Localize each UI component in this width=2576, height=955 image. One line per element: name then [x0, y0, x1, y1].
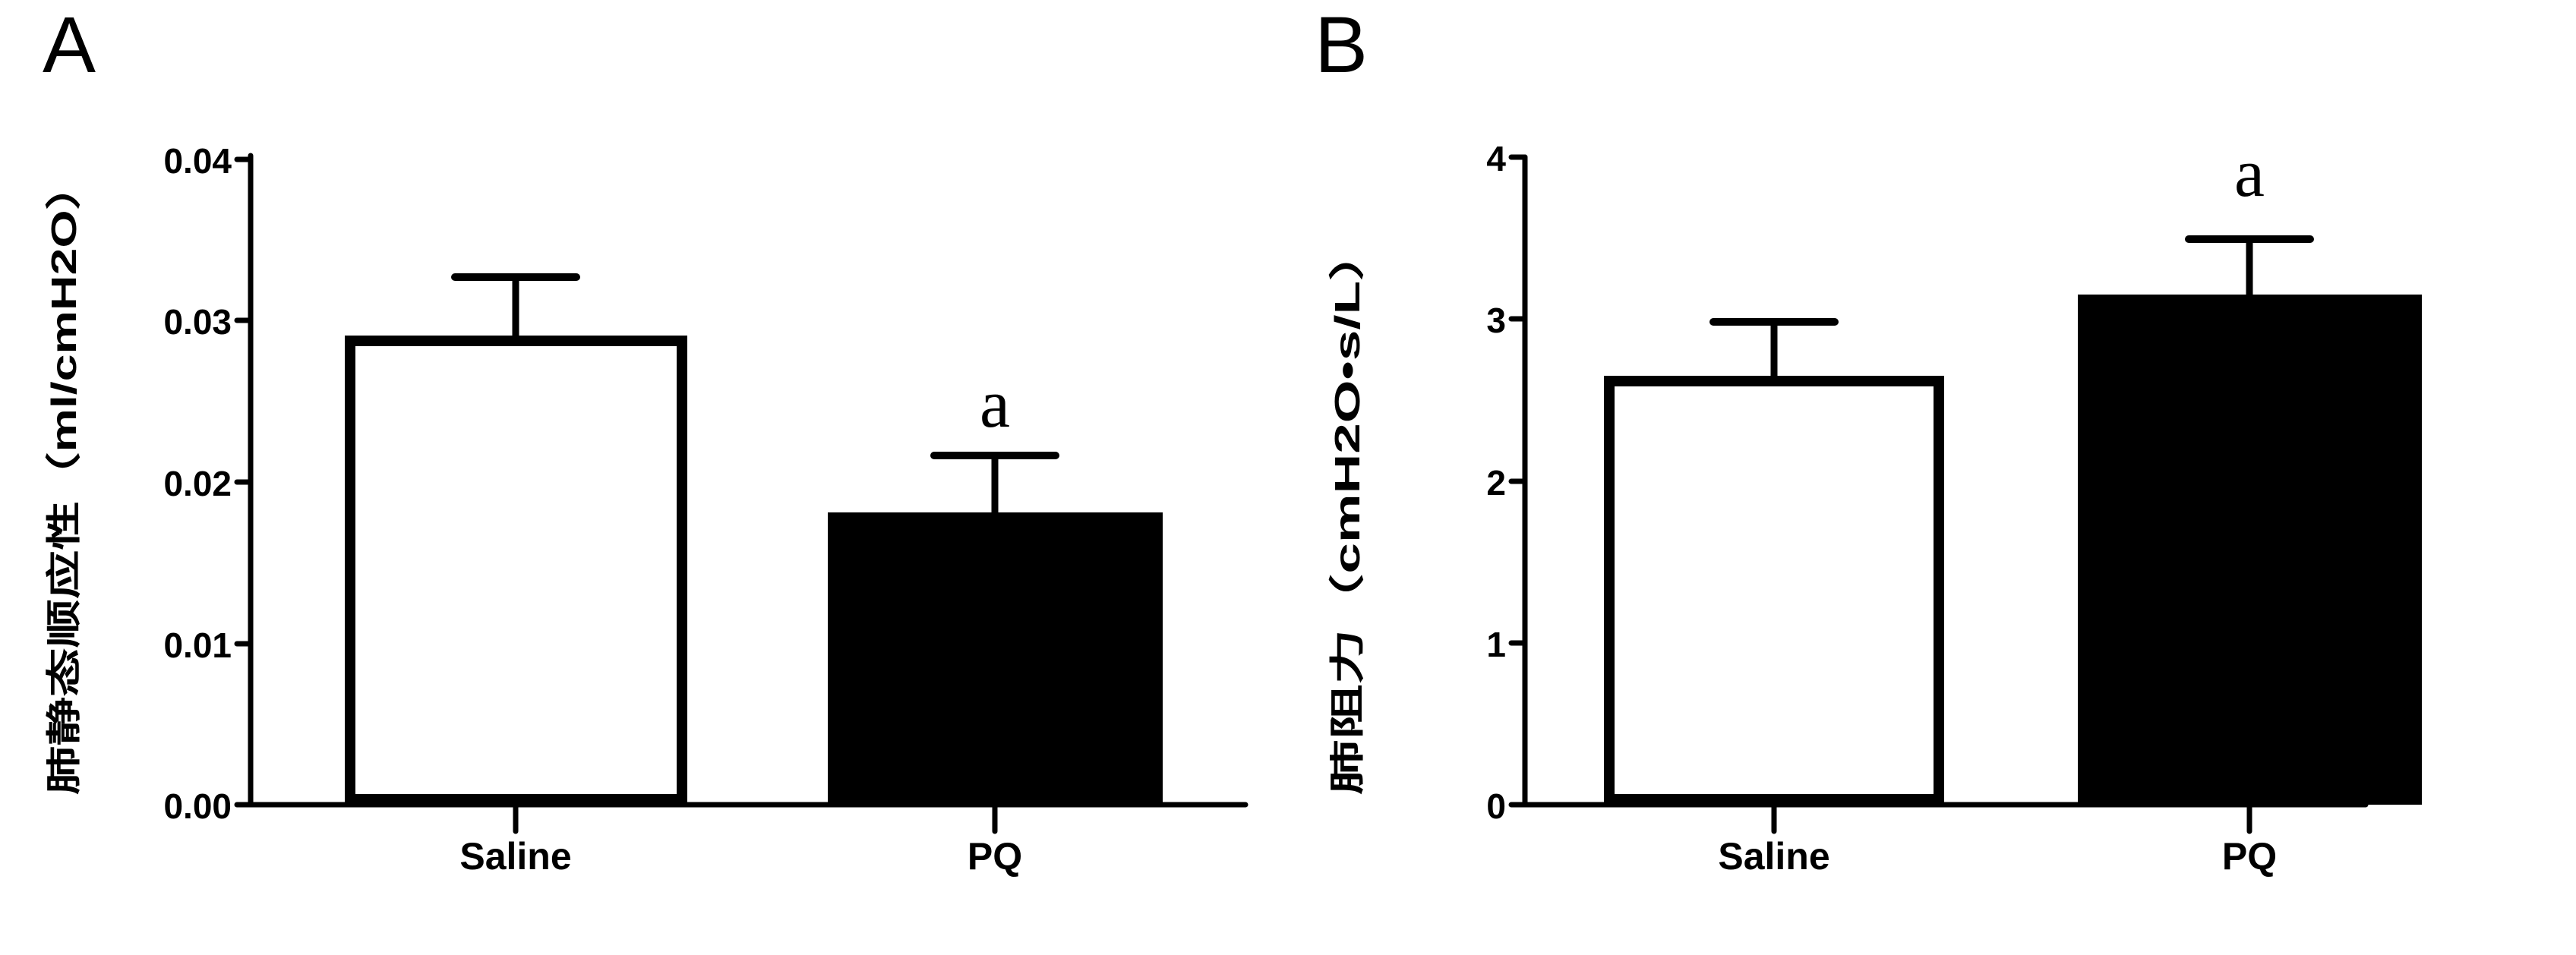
svg-text:Saline: Saline [1718, 835, 1829, 878]
svg-text:3: 3 [1486, 301, 1506, 340]
svg-text:0.01: 0.01 [163, 626, 232, 665]
svg-text:2: 2 [1486, 463, 1506, 503]
svg-text:0.02: 0.02 [163, 464, 232, 503]
svg-text:a: a [2234, 136, 2265, 211]
svg-text:0: 0 [1486, 786, 1506, 826]
svg-text:A: A [43, 1, 96, 90]
svg-text:Saline: Saline [459, 835, 571, 878]
svg-text:0.00: 0.00 [163, 786, 232, 826]
svg-text:0.03: 0.03 [163, 302, 232, 342]
svg-text:B: B [1315, 1, 1368, 90]
svg-text:1: 1 [1486, 625, 1506, 664]
svg-text:PQ: PQ [2222, 835, 2277, 878]
svg-text:4: 4 [1486, 139, 1506, 178]
svg-text:0.04: 0.04 [163, 141, 232, 181]
svg-text:肺静态顺应性（ml/cmH2O）: 肺静态顺应性（ml/cmH2O） [44, 161, 84, 795]
svg-text:PQ: PQ [968, 835, 1022, 878]
svg-text:a: a [980, 367, 1010, 442]
svg-text:肺阻力（cmH2O•s/L）: 肺阻力（cmH2O•s/L） [1327, 225, 1367, 795]
